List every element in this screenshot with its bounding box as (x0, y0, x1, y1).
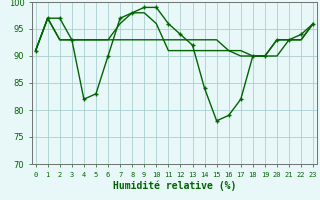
X-axis label: Humidité relative (%): Humidité relative (%) (113, 180, 236, 191)
